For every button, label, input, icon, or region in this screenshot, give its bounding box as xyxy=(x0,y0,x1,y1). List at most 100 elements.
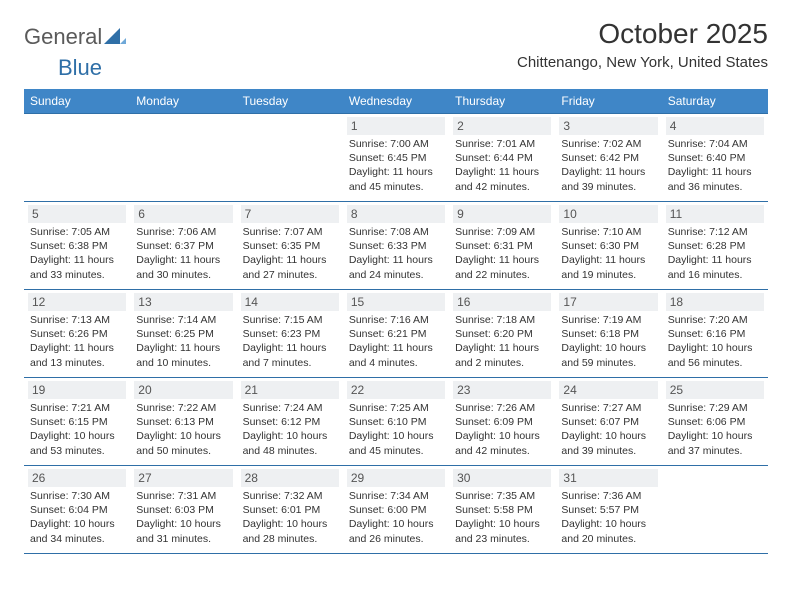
day-number: 10 xyxy=(559,205,657,223)
day-number: 21 xyxy=(241,381,339,399)
day-info: Sunrise: 7:34 AMSunset: 6:00 PMDaylight:… xyxy=(347,489,445,546)
day-info: Sunrise: 7:30 AMSunset: 6:04 PMDaylight:… xyxy=(28,489,126,546)
calendar-day-cell: 6Sunrise: 7:06 AMSunset: 6:37 PMDaylight… xyxy=(130,202,236,290)
calendar-day-cell xyxy=(237,114,343,202)
calendar-day-cell: 31 Sunrise: 7:36 AMSunset: 5:57 PMDayligh… xyxy=(555,466,661,554)
day-number: 20 xyxy=(134,381,232,399)
day-info: Sunrise: 7:27 AMSunset: 6:07 PMDaylight:… xyxy=(559,401,657,458)
calendar-day-cell: 1 Sunrise: 7:00 AMSunset: 6:45 PMDaylight… xyxy=(343,114,449,202)
calendar-day-cell: 3Sunrise: 7:02 AMSunset: 6:42 PMDaylight… xyxy=(555,114,661,202)
calendar-day-cell: 23 Sunrise: 7:26 AMSunset: 6:09 PMDayligh… xyxy=(449,378,555,466)
day-number: 9 xyxy=(453,205,551,223)
day-number: 8 xyxy=(347,205,445,223)
dow-wednesday: Wednesday xyxy=(343,89,449,114)
day-number: 4 xyxy=(666,117,764,135)
day-info: Sunrise: 7:36 AMSunset: 5:57 PMDaylight:… xyxy=(559,489,657,546)
calendar-week-row: 26 Sunrise: 7:30 AMSunset: 6:04 PMDayligh… xyxy=(24,466,768,554)
calendar-day-cell: 13 Sunrise: 7:14 AMSunset: 6:25 PMDayligh… xyxy=(130,290,236,378)
day-number: 15 xyxy=(347,293,445,311)
dow-tuesday: Tuesday xyxy=(237,89,343,114)
calendar-day-cell: 30Sunrise: 7:35 AMSunset: 5:58 PMDayligh… xyxy=(449,466,555,554)
location: Chittenango, New York, United States xyxy=(517,54,768,71)
day-number: 7 xyxy=(241,205,339,223)
day-info: Sunrise: 7:22 AMSunset: 6:13 PMDaylight:… xyxy=(134,401,232,458)
dow-thursday: Thursday xyxy=(449,89,555,114)
day-info: Sunrise: 7:10 AMSunset: 6:30 PMDaylight:… xyxy=(559,225,657,282)
calendar-day-cell: 17 Sunrise: 7:19 AMSunset: 6:18 PMDayligh… xyxy=(555,290,661,378)
calendar-day-cell: 16 Sunrise: 7:18 AMSunset: 6:20 PMDayligh… xyxy=(449,290,555,378)
logo-text-blue: Blue xyxy=(58,55,102,81)
logo-text-general: General xyxy=(24,24,102,50)
day-number: 26 xyxy=(28,469,126,487)
day-number: 14 xyxy=(241,293,339,311)
calendar-day-cell: 19 Sunrise: 7:21 AMSunset: 6:15 PMDayligh… xyxy=(24,378,130,466)
dow-friday: Friday xyxy=(555,89,661,114)
day-info: Sunrise: 7:18 AMSunset: 6:20 PMDaylight:… xyxy=(453,313,551,370)
calendar-day-cell: 5 Sunrise: 7:05 AMSunset: 6:38 PMDaylight… xyxy=(24,202,130,290)
day-info: Sunrise: 7:04 AMSunset: 6:40 PMDaylight:… xyxy=(666,137,764,194)
day-number: 31 xyxy=(559,469,657,487)
day-number: 30 xyxy=(453,469,551,487)
day-number: 11 xyxy=(666,205,764,223)
day-number: 16 xyxy=(453,293,551,311)
day-info: Sunrise: 7:05 AMSunset: 6:38 PMDaylight:… xyxy=(28,225,126,282)
day-info: Sunrise: 7:01 AMSunset: 6:44 PMDaylight:… xyxy=(453,137,551,194)
day-number: 1 xyxy=(347,117,445,135)
day-info: Sunrise: 7:25 AMSunset: 6:10 PMDaylight:… xyxy=(347,401,445,458)
day-number: 19 xyxy=(28,381,126,399)
calendar-day-cell: 26 Sunrise: 7:30 AMSunset: 6:04 PMDayligh… xyxy=(24,466,130,554)
calendar-day-cell: 14 Sunrise: 7:15 AMSunset: 6:23 PMDayligh… xyxy=(237,290,343,378)
day-info: Sunrise: 7:06 AMSunset: 6:37 PMDaylight:… xyxy=(134,225,232,282)
day-number: 17 xyxy=(559,293,657,311)
day-info: Sunrise: 7:31 AMSunset: 6:03 PMDaylight:… xyxy=(134,489,232,546)
day-number: 12 xyxy=(28,293,126,311)
day-number: 28 xyxy=(241,469,339,487)
calendar-day-cell: 11 Sunrise: 7:12 AMSunset: 6:28 PMDayligh… xyxy=(662,202,768,290)
day-info: Sunrise: 7:24 AMSunset: 6:12 PMDaylight:… xyxy=(241,401,339,458)
calendar-day-cell: 24 Sunrise: 7:27 AMSunset: 6:07 PMDayligh… xyxy=(555,378,661,466)
day-info: Sunrise: 7:09 AMSunset: 6:31 PMDaylight:… xyxy=(453,225,551,282)
day-number: 25 xyxy=(666,381,764,399)
day-info: Sunrise: 7:12 AMSunset: 6:28 PMDaylight:… xyxy=(666,225,764,282)
calendar-day-cell: 20 Sunrise: 7:22 AMSunset: 6:13 PMDayligh… xyxy=(130,378,236,466)
calendar-day-cell: 12 Sunrise: 7:13 AMSunset: 6:26 PMDayligh… xyxy=(24,290,130,378)
day-number: 2 xyxy=(453,117,551,135)
day-number: 29 xyxy=(347,469,445,487)
day-info: Sunrise: 7:16 AMSunset: 6:21 PMDaylight:… xyxy=(347,313,445,370)
day-info: Sunrise: 7:13 AMSunset: 6:26 PMDaylight:… xyxy=(28,313,126,370)
day-number: 13 xyxy=(134,293,232,311)
day-info: Sunrise: 7:26 AMSunset: 6:09 PMDaylight:… xyxy=(453,401,551,458)
day-info: Sunrise: 7:32 AMSunset: 6:01 PMDaylight:… xyxy=(241,489,339,546)
month-title: October 2025 xyxy=(517,18,768,50)
logo: General xyxy=(24,18,128,50)
day-info: Sunrise: 7:19 AMSunset: 6:18 PMDaylight:… xyxy=(559,313,657,370)
calendar-day-cell: 9 Sunrise: 7:09 AMSunset: 6:31 PMDaylight… xyxy=(449,202,555,290)
day-number: 27 xyxy=(134,469,232,487)
calendar-day-cell: 18Sunrise: 7:20 AMSunset: 6:16 PMDayligh… xyxy=(662,290,768,378)
day-number: 18 xyxy=(666,293,764,311)
calendar-day-cell: 4 Sunrise: 7:04 AMSunset: 6:40 PMDaylight… xyxy=(662,114,768,202)
calendar-day-cell xyxy=(662,466,768,554)
day-number: 22 xyxy=(347,381,445,399)
dow-sunday: Sunday xyxy=(24,89,130,114)
day-info: Sunrise: 7:14 AMSunset: 6:25 PMDaylight:… xyxy=(134,313,232,370)
day-number: 23 xyxy=(453,381,551,399)
calendar-day-cell: 28 Sunrise: 7:32 AMSunset: 6:01 PMDayligh… xyxy=(237,466,343,554)
calendar-day-cell: 10 Sunrise: 7:10 AMSunset: 6:30 PMDayligh… xyxy=(555,202,661,290)
day-number: 5 xyxy=(28,205,126,223)
calendar-day-cell: 22 Sunrise: 7:25 AMSunset: 6:10 PMDayligh… xyxy=(343,378,449,466)
calendar-day-cell xyxy=(130,114,236,202)
calendar-day-cell: 21 Sunrise: 7:24 AMSunset: 6:12 PMDayligh… xyxy=(237,378,343,466)
logo-triangle-icon xyxy=(104,24,126,50)
day-info: Sunrise: 7:00 AMSunset: 6:45 PMDaylight:… xyxy=(347,137,445,194)
calendar-table: Sunday Monday Tuesday Wednesday Thursday… xyxy=(24,89,768,554)
calendar-week-row: 5 Sunrise: 7:05 AMSunset: 6:38 PMDaylight… xyxy=(24,202,768,290)
calendar-day-cell: 2 Sunrise: 7:01 AMSunset: 6:44 PMDaylight… xyxy=(449,114,555,202)
day-number: 24 xyxy=(559,381,657,399)
dow-monday: Monday xyxy=(130,89,236,114)
day-info: Sunrise: 7:15 AMSunset: 6:23 PMDaylight:… xyxy=(241,313,339,370)
day-info: Sunrise: 7:29 AMSunset: 6:06 PMDaylight:… xyxy=(666,401,764,458)
calendar-day-cell: 27 Sunrise: 7:31 AMSunset: 6:03 PMDayligh… xyxy=(130,466,236,554)
day-info: Sunrise: 7:21 AMSunset: 6:15 PMDaylight:… xyxy=(28,401,126,458)
calendar-week-row: 12 Sunrise: 7:13 AMSunset: 6:26 PMDayligh… xyxy=(24,290,768,378)
